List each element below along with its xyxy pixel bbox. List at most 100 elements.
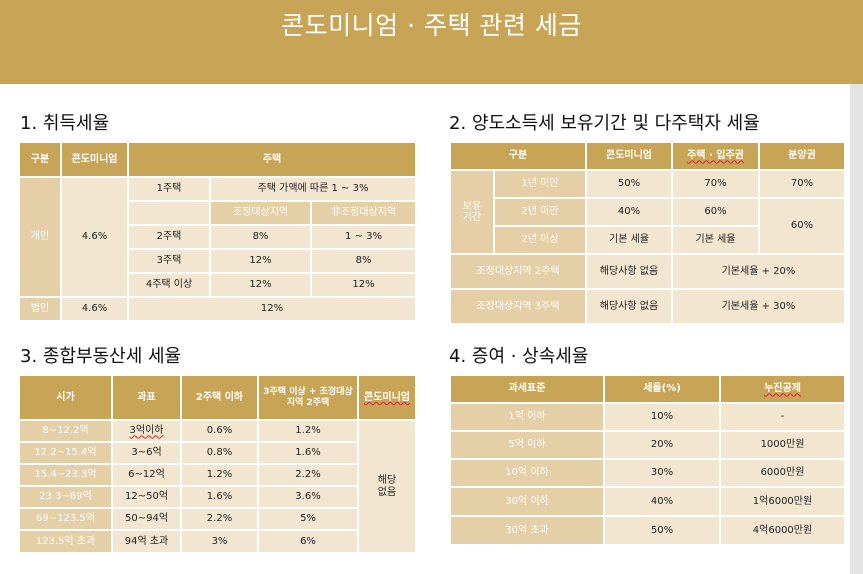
- row-label-corporation: 법인: [18, 296, 62, 322]
- corporation-house-rate: 12%: [126, 296, 418, 322]
- table-cell: 20%: [603, 430, 721, 460]
- tax-base: 5억 이하: [449, 430, 605, 460]
- header-condo: 콘도미니엄: [357, 374, 417, 421]
- holding-period-label: 보유 기간: [449, 169, 495, 255]
- table-cell: 1.2%: [180, 463, 259, 487]
- header-deduction: 누진공제: [719, 374, 846, 404]
- price-range: 123.5억 초과: [18, 529, 113, 554]
- table-cell: 기본 세율: [585, 225, 673, 255]
- page-title: 콘도미니엄 · 주택 관련 세금: [281, 11, 582, 40]
- period-label: 1년 미만: [493, 169, 587, 199]
- table-cell: 기본 세율: [671, 225, 760, 255]
- adjusted-3-house-label: 조정대상지역 3주택: [449, 288, 587, 325]
- tax-base: 10억 이하: [449, 458, 605, 488]
- table-cell: 3%: [180, 529, 259, 554]
- header-tax-base: 과표: [111, 374, 182, 421]
- section4-heading: 4. 증여 · 상속세율: [449, 346, 589, 367]
- table-cell: 50%: [585, 169, 673, 199]
- price-range: 69~123.5억: [18, 507, 113, 531]
- price-range: 15.4~23.3억: [18, 463, 113, 487]
- condo-not-applicable: 해당 없음: [357, 419, 417, 554]
- table-cell: 70%: [758, 169, 846, 199]
- table-cell: 1억6000만원: [719, 486, 846, 517]
- adjusted-3-house-rate: 기본세율 + 30%: [671, 288, 846, 325]
- table-row-label: 2주택: [127, 224, 211, 250]
- section2-heading-text: 2. 양도소득세 보유기간 및 다주택자 세율: [449, 113, 760, 134]
- period-label: 2년 미만: [493, 197, 587, 227]
- table-cell: 1000만원: [719, 430, 846, 460]
- header-two-or-less: 2주택 이하: [180, 374, 259, 421]
- tax-base-text: 3억이하: [129, 425, 164, 437]
- table-cell: 1.6%: [180, 485, 259, 509]
- table-cell: 40%: [603, 486, 721, 517]
- table-cell: 50%: [603, 515, 721, 546]
- table-cell: 0.6%: [180, 419, 259, 443]
- condo-rate-corporation: 4.6%: [60, 296, 129, 322]
- table-cell: 6%: [257, 529, 359, 554]
- table-cell: 2.2%: [180, 507, 259, 531]
- table-cell: 해당사항 없음: [585, 253, 673, 290]
- header-price: 시가: [18, 374, 113, 421]
- table-cell: 12~50억: [111, 485, 182, 509]
- table-cell: 1.2%: [257, 419, 359, 443]
- acquisition-tax-table: 구분 콘도미니엄 주택 개인 4.6% 1주택 주택 가액에 따른 1 ~ 3%…: [18, 141, 418, 322]
- table-row-label: 3주택: [127, 248, 211, 274]
- header-rate: 세율(%): [603, 374, 721, 404]
- header-gubun: 구분: [449, 141, 587, 171]
- table-cell: 4억6000만원: [719, 515, 846, 546]
- table-cell: 3.6%: [257, 485, 359, 509]
- gift-inheritance-tax-table: 과세표준 세율(%) 누진공제 1억 이하 10% - 5억 이하 20% 10…: [449, 374, 846, 546]
- table-cell: -: [719, 402, 846, 432]
- price-range: 8~12.2억: [18, 419, 113, 443]
- condo-rate-individual: 4.6%: [60, 176, 129, 298]
- table-cell: 8%: [209, 224, 312, 250]
- price-range: 23.3~69억: [18, 485, 113, 509]
- table-row-label: 4주택 이상: [127, 272, 211, 298]
- price-range: 12.2~15.4억: [18, 441, 113, 465]
- header-gubun: 구분: [18, 141, 62, 178]
- tax-base: 1억 이하: [449, 402, 605, 432]
- table-cell: 12%: [309, 272, 418, 298]
- header-condo: 콘도미니엄: [60, 141, 129, 178]
- table-cell: 70%: [671, 169, 760, 199]
- header-condo-text: 콘도미니엄: [364, 391, 410, 403]
- section2-heading: 2. 양도소득세 보유기간 및 다주택자 세율: [449, 109, 760, 135]
- table-cell: 30%: [603, 458, 721, 488]
- presale-rate-merged: 60%: [758, 197, 846, 255]
- one-house-rate: 주택 가액에 따른 1 ~ 3%: [208, 176, 418, 202]
- row-label-individual: 개인: [18, 176, 62, 298]
- period-label: 2년 이상: [493, 225, 587, 255]
- header-three-or-more: 3주택 이상 + 조정대상지역 2주택: [257, 374, 359, 421]
- empty-cell: [127, 200, 211, 226]
- header-presale: 분양권: [758, 141, 846, 171]
- adjusted-2-house-label: 조정대상지역 2주택: [449, 253, 587, 290]
- table-cell: 3억이하: [111, 419, 182, 443]
- table-cell: 1 ~ 3%: [309, 224, 418, 250]
- header-tax-base: 과세표준: [449, 374, 605, 404]
- table-cell: 6000만원: [719, 458, 846, 488]
- table-cell: 5%: [257, 507, 359, 531]
- table-cell: 6~12억: [111, 463, 182, 487]
- header-house-text: 주택 · 입주권: [687, 150, 744, 162]
- header-deduction-text: 누진공제: [764, 383, 801, 395]
- header-adjusted-area: 조정대상지역: [209, 200, 312, 226]
- section3-heading: 3. 종합부동산세 세율: [20, 346, 182, 367]
- table-cell: 50~94억: [111, 507, 182, 531]
- header-non-adjusted-area: 非조정대상지역: [309, 200, 418, 226]
- table-cell: 10%: [603, 402, 721, 432]
- table-cell: 8%: [309, 248, 418, 274]
- capital-gains-tax-table: 구분 콘도미니엄 주택 · 입주권 분양권 보유 기간 1년 미만 50% 70…: [449, 141, 846, 325]
- title-banner: 콘도미니엄 · 주택 관련 세금: [0, 0, 863, 84]
- adjusted-2-house-rate: 기본세율 + 20%: [671, 253, 846, 290]
- comprehensive-property-tax-table: 시가 과표 2주택 이하 3주택 이상 + 조정대상지역 2주택 콘도미니엄 8…: [18, 374, 417, 554]
- table-cell: 12%: [209, 248, 312, 274]
- section1-heading: 1. 취득세율: [20, 113, 110, 134]
- table-cell: 0.8%: [180, 441, 259, 465]
- table-cell: 1.6%: [257, 441, 359, 465]
- header-house: 주택 · 입주권: [671, 141, 760, 171]
- header-condo: 콘도미니엄: [585, 141, 673, 171]
- tax-base: 30억 이하: [449, 486, 605, 517]
- table-cell: 94억 초과: [111, 529, 182, 554]
- table-cell: 해당사항 없음: [585, 288, 673, 325]
- table-cell: 12%: [209, 272, 312, 298]
